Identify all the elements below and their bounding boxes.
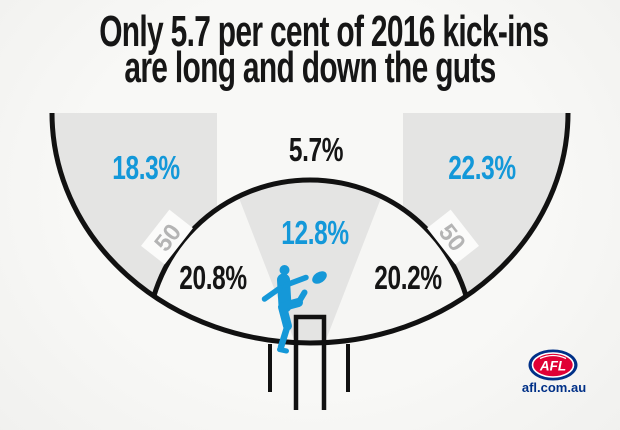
zone-label-corridor-inside: 12.8% xyxy=(281,214,349,251)
zone-label-outside-left: 18.3% xyxy=(112,149,180,186)
player-kick-shin xyxy=(295,289,308,306)
player-foot xyxy=(277,347,289,354)
title-line-2: are long and down the guts xyxy=(124,43,496,92)
inside-50-area xyxy=(147,180,473,343)
zone-shade-corridor-inside-50 xyxy=(206,180,414,343)
zone-label-inside-right: 20.2% xyxy=(374,259,442,296)
football-icon xyxy=(312,271,327,284)
afl-logo-text: AFL xyxy=(539,359,566,374)
fifty-marker-right-band xyxy=(427,209,479,265)
player-arm-back xyxy=(261,285,283,302)
player-head xyxy=(279,265,290,275)
goal-square-and-goal-posts xyxy=(293,314,327,410)
afl-logo-football-curve xyxy=(539,354,567,360)
afl-url: afl.com.au xyxy=(522,380,586,395)
zone-label-inside-left: 20.8% xyxy=(179,259,247,296)
page-title: Only 5.7 per cent of 2016 kick-ins are l… xyxy=(99,7,549,92)
boundary-line xyxy=(49,112,571,346)
kicking-player-icon xyxy=(261,265,327,354)
player-stand-thigh xyxy=(278,302,292,331)
title-line-1: Only 5.7 per cent of 2016 kick-ins xyxy=(99,7,549,56)
fifty-marker-left-band xyxy=(141,209,193,265)
zone-label-corridor-long: 5.7% xyxy=(288,131,344,168)
player-arm-raised xyxy=(283,274,309,288)
afl-logo: AFL afl.com.au xyxy=(522,349,586,395)
fifty-metre-arc xyxy=(144,177,476,343)
player-stand-shin xyxy=(277,322,291,351)
zone-label-outside-right: 22.3% xyxy=(448,149,516,186)
afl-logo-inner-ellipse xyxy=(531,352,575,378)
